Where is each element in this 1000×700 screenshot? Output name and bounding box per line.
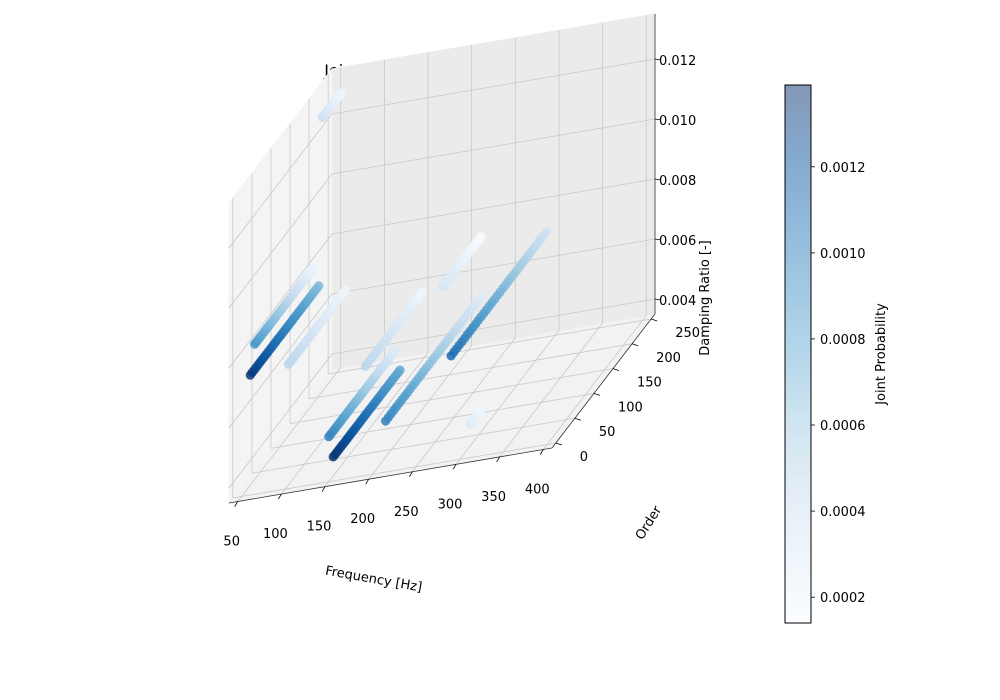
z-tick-mark: [654, 118, 662, 121]
colorbar-tick-label: 0.0004: [820, 505, 866, 520]
grid-z-back: [331, 58, 656, 115]
x-tick-mark: [539, 449, 544, 455]
colorbar: 0.0002 0.0004 0.0006 0.0008 0.0010 0.0012 Joi…: [784, 84, 889, 624]
z-tick-label: 0.008: [659, 174, 696, 189]
x-tick-mark: [452, 464, 457, 470]
scatter-point: [476, 292, 486, 302]
grid-z-back: [331, 178, 656, 235]
grid-y-floor: [232, 442, 556, 499]
x-tick-mark: [496, 456, 500, 463]
x-tick-label: 300: [438, 497, 463, 512]
grid-x-floor: [324, 352, 429, 487]
colorbar-tick-label: 0.0008: [820, 333, 866, 348]
scatter-point: [476, 232, 486, 242]
grid-z-side: [228, 233, 333, 369]
grid-x-floor: [237, 367, 342, 502]
x-axis-line: [228, 447, 553, 504]
x-tick-mark: [321, 486, 326, 492]
grid-y-floor: [270, 393, 595, 449]
grid-z-side: [228, 293, 333, 429]
y-tick-label: 250: [675, 326, 700, 341]
grid-z-side: [228, 113, 333, 249]
colorbar-tick-label: 0.0006: [820, 419, 866, 434]
z-tick-label: 0.012: [659, 54, 696, 69]
x-tick-mark: [365, 479, 370, 485]
grid-x-floor: [412, 337, 516, 473]
colorbar-tick-label: 0.0010: [820, 247, 866, 262]
y-tick-mark: [593, 393, 601, 396]
colorbar-ticks: 0.0002 0.0004 0.0006 0.0008 0.0010 0.0012: [811, 161, 866, 606]
axes-edges: [228, 14, 656, 504]
x-tick-label: 50: [223, 535, 240, 550]
scatter-point: [391, 345, 401, 355]
scatter-point: [336, 88, 346, 98]
x-axis-label: Frequency [Hz]: [324, 564, 423, 596]
x-tick-label: 250: [394, 505, 419, 520]
y-tick-mark: [612, 368, 620, 371]
colorbar-frame: [784, 84, 812, 624]
z-tick-mark: [654, 298, 662, 301]
y-tick-mark: [651, 318, 658, 322]
colorbar-fill: [785, 85, 811, 623]
y-tick-label: 100: [618, 400, 643, 415]
y-tick-mark: [555, 442, 562, 446]
y-axis-label: Order: [633, 503, 666, 543]
scatter-point: [395, 365, 405, 375]
colorbar-label: Joint Probability: [874, 303, 889, 406]
x-tick-mark: [234, 501, 239, 507]
y-axis-line: [551, 313, 656, 449]
y-tick-mark: [574, 417, 582, 421]
x-tick-label: 150: [307, 520, 332, 535]
grid-z-side: [228, 173, 333, 309]
x-tick-label: 400: [525, 483, 550, 498]
x-tick-mark: [278, 493, 282, 500]
grid-z-side: [228, 353, 333, 489]
scatter-point: [341, 285, 351, 295]
x-tick-label: 200: [350, 512, 375, 527]
x-tick-label: 350: [481, 490, 506, 505]
z-tick-label: 0.004: [659, 294, 696, 309]
x-tick-mark: [408, 471, 413, 477]
grid-z-back: [331, 238, 656, 295]
z-tick-mark: [654, 178, 662, 181]
grid-x-floor: [368, 344, 472, 480]
y-tick-label: 50: [599, 425, 616, 440]
grid-x-floor: [455, 330, 560, 465]
z-tick-mark: [654, 58, 662, 61]
y-tick-label: 200: [656, 351, 681, 366]
scatter-points: [245, 88, 552, 462]
y-tick-label: 0: [580, 450, 588, 465]
grid-y-floor: [251, 417, 575, 474]
z-tick-label: 0.010: [659, 114, 696, 129]
grid-x-floor: [542, 315, 647, 450]
axes-grid: [228, 15, 656, 502]
z-tick-label: 0.006: [659, 234, 696, 249]
z-tick-mark: [654, 238, 662, 241]
y-tick-mark: [631, 343, 639, 347]
x-tick-label: 100: [263, 527, 288, 542]
axes-ticks: 50 100 150 200 250 300 350 4000501001502002500.…: [223, 54, 700, 550]
scatter-point: [477, 404, 487, 414]
scatter-point: [417, 287, 428, 297]
y-tick-label: 150: [637, 376, 662, 391]
z-axis-label: Damping Ratio [-]: [698, 240, 713, 355]
grid-x-floor: [499, 322, 603, 458]
scatter-point: [311, 260, 321, 270]
colorbar-tick-label: 0.0002: [820, 591, 866, 606]
scatter-point: [541, 227, 552, 237]
colorbar-tick-label: 0.0012: [820, 161, 866, 176]
grid-z-back: [331, 118, 656, 175]
scatter-point: [314, 281, 324, 291]
